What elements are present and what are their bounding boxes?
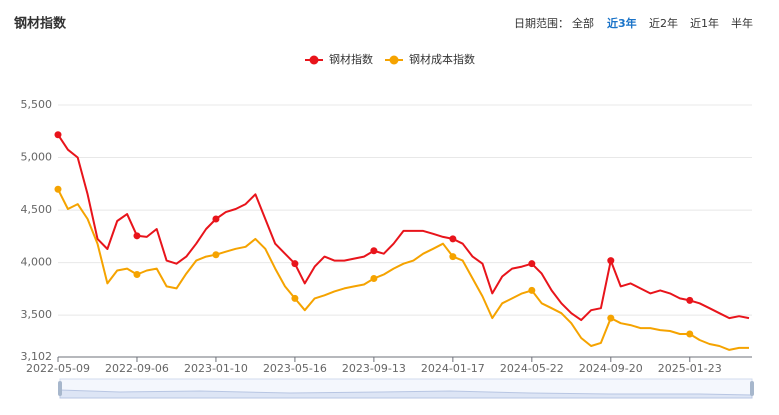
data-point [370, 274, 378, 282]
y-tick-label: 3,500 [21, 308, 53, 321]
legend-label[interactable]: 钢材指数 [329, 52, 373, 66]
page-title: 钢材指数 [14, 16, 67, 32]
data-point [607, 314, 615, 322]
x-tick-label: 2022-05-09 [26, 362, 90, 375]
range-button[interactable]: 全部 [572, 16, 594, 30]
x-tick-label: 2024-05-22 [500, 362, 564, 375]
data-point [133, 271, 141, 279]
y-tick-label: 5,000 [21, 151, 53, 164]
x-tick-label: 2024-09-20 [579, 362, 643, 375]
zoom-handle-left[interactable] [58, 381, 62, 396]
legend-dot[interactable] [389, 55, 399, 65]
data-point [449, 235, 457, 243]
data-point [370, 247, 378, 255]
plot-area: 3,102 3,500 4,000 4,500 5,000 5,500 2022-05-09… [21, 98, 752, 375]
data-point [449, 253, 457, 261]
x-tick-label: 2022-09-06 [105, 362, 169, 375]
legend-dot[interactable] [309, 55, 319, 65]
zoom-preview [59, 389, 753, 399]
series-line [57, 188, 749, 351]
data-point [528, 260, 536, 268]
y-tick-label: 4,000 [21, 256, 53, 269]
x-tick-label: 2023-01-10 [184, 362, 248, 375]
range-button[interactable]: 近1年 [690, 16, 719, 30]
range-buttons: 全部 近3年 近2年 近1年 半年 [572, 16, 753, 30]
data-point [291, 260, 299, 268]
data-point [212, 215, 220, 223]
x-tick-label: 2024-01-17 [421, 362, 485, 375]
data-point [686, 330, 694, 338]
y-tick-label: 3,102 [21, 350, 53, 363]
zoom-handle-right[interactable] [750, 381, 754, 396]
data-point [212, 251, 220, 259]
data-point [607, 257, 615, 265]
range-button[interactable]: 近2年 [649, 16, 678, 30]
data-point [54, 185, 62, 193]
series-line [57, 134, 750, 322]
y-tick-label: 4,500 [21, 203, 53, 216]
range-button[interactable]: 半年 [731, 16, 753, 30]
x-tick-label: 2023-05-16 [263, 362, 327, 375]
x-tick-label: 2023-09-13 [342, 362, 406, 375]
range-button[interactable]: 近3年 [607, 16, 637, 30]
data-zoom[interactable] [58, 378, 754, 399]
x-tick-label: 2025-01-23 [658, 362, 722, 375]
range-label: 日期范围： [514, 16, 569, 30]
data-point [686, 296, 694, 304]
data-point [54, 131, 62, 139]
data-point [133, 232, 141, 240]
data-point [291, 294, 299, 302]
legend: 钢材指数 钢材成本指数 [305, 52, 475, 66]
legend-label[interactable]: 钢材成本指数 [409, 52, 475, 66]
y-tick-label: 5,500 [21, 98, 53, 111]
data-point [528, 286, 536, 294]
